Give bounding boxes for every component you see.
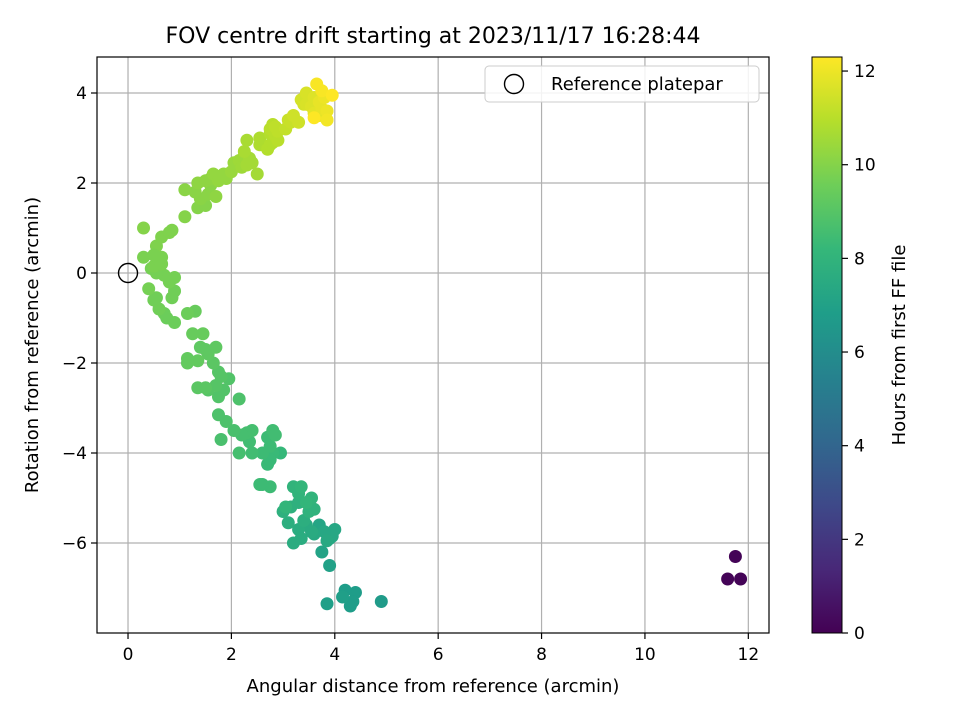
colorbar: 0 2 4 6 8 10 12 Hours from first FF file [811,56,910,644]
x-tick-label: 10 [634,645,656,665]
data-point [214,433,228,446]
data-point [180,356,194,370]
data-point [191,354,205,368]
colorbar-gradient [811,56,843,634]
data-point [137,221,151,235]
data-point [323,559,337,572]
y-tick-label: −4 [62,444,87,464]
colorbar-tick-label: 2 [854,530,865,550]
x-tick-label: 0 [123,645,134,665]
data-point [374,595,388,608]
data-point [149,291,163,305]
data-point [214,169,228,183]
legend: Reference platepar [484,65,760,103]
data-point [178,183,192,197]
data-points [137,77,748,613]
legend-label: Reference platepar [551,74,723,95]
x-tick-label: 4 [329,645,340,665]
x-axis-ticks: 0 2 4 6 8 10 12 [123,633,760,665]
data-point [294,532,308,545]
data-point [336,590,350,604]
reference-point-layer [117,262,139,284]
data-point [137,250,151,264]
y-tick-label: −2 [62,354,87,374]
data-point [196,327,210,341]
data-point [281,516,295,530]
data-point [186,327,200,341]
data-point [253,478,267,491]
data-point [315,545,329,559]
data-point [232,392,246,406]
data-point [320,534,334,548]
data-point [245,424,259,437]
x-tick-label: 6 [433,645,444,665]
data-point [253,131,267,145]
data-point [211,408,225,422]
data-point [325,88,339,102]
data-point [178,210,192,224]
y-tick-label: −6 [62,534,87,554]
colorbar-tick-label: 8 [854,249,865,269]
colorbar-tick-label: 4 [854,437,865,457]
y-axis-label: Rotation from reference (arcmin) [22,197,43,493]
chart-title: FOV centre drift starting at 2023/11/17 … [166,24,701,49]
data-point [721,572,735,586]
y-tick-label: 4 [76,84,87,104]
colorbar-label: Hours from first FF file [889,245,910,446]
y-tick-label: 2 [76,174,87,194]
data-point [268,120,282,134]
data-point [160,311,174,325]
data-point [245,156,259,170]
data-point [307,111,321,125]
data-point [346,595,360,608]
data-point [237,145,251,158]
colorbar-tick-label: 10 [854,156,876,176]
data-point [232,446,246,460]
x-tick-label: 2 [226,645,237,665]
y-tick-label: 0 [76,264,87,284]
data-point [180,307,194,320]
data-point [734,572,748,586]
data-point [209,340,223,354]
data-point [209,190,223,203]
data-point [227,424,241,437]
data-point [320,597,334,611]
data-point [168,271,182,284]
data-point [320,113,334,127]
colorbar-tick-label: 6 [854,343,865,363]
y-axis-ticks: −6 −4 −2 0 2 4 [62,84,97,554]
data-point [240,133,254,147]
legend-box [484,65,760,103]
data-point [147,248,161,262]
x-tick-label: 12 [738,645,760,665]
data-point [268,428,282,442]
data-point [199,381,213,395]
data-point [315,84,329,98]
data-point [728,550,742,563]
x-tick-label: 8 [536,645,547,665]
colorbar-ticks: 0 2 4 6 8 10 12 [842,62,876,644]
data-point [245,446,259,460]
data-point [250,167,264,181]
data-point [165,223,179,237]
data-point [199,343,213,356]
plot-frame [96,56,770,634]
legend-marker [503,73,525,95]
colorbar-tick-label: 12 [854,62,876,82]
data-point [320,104,334,118]
colorbar-tick-label: 0 [854,624,865,644]
data-point [271,133,285,147]
data-point [294,480,308,494]
x-axis-label: Angular distance from reference (arcmin) [247,676,620,697]
data-point [142,282,156,296]
data-point [292,115,306,129]
reference-point [117,262,139,284]
data-point [279,500,293,514]
data-point [299,496,313,509]
